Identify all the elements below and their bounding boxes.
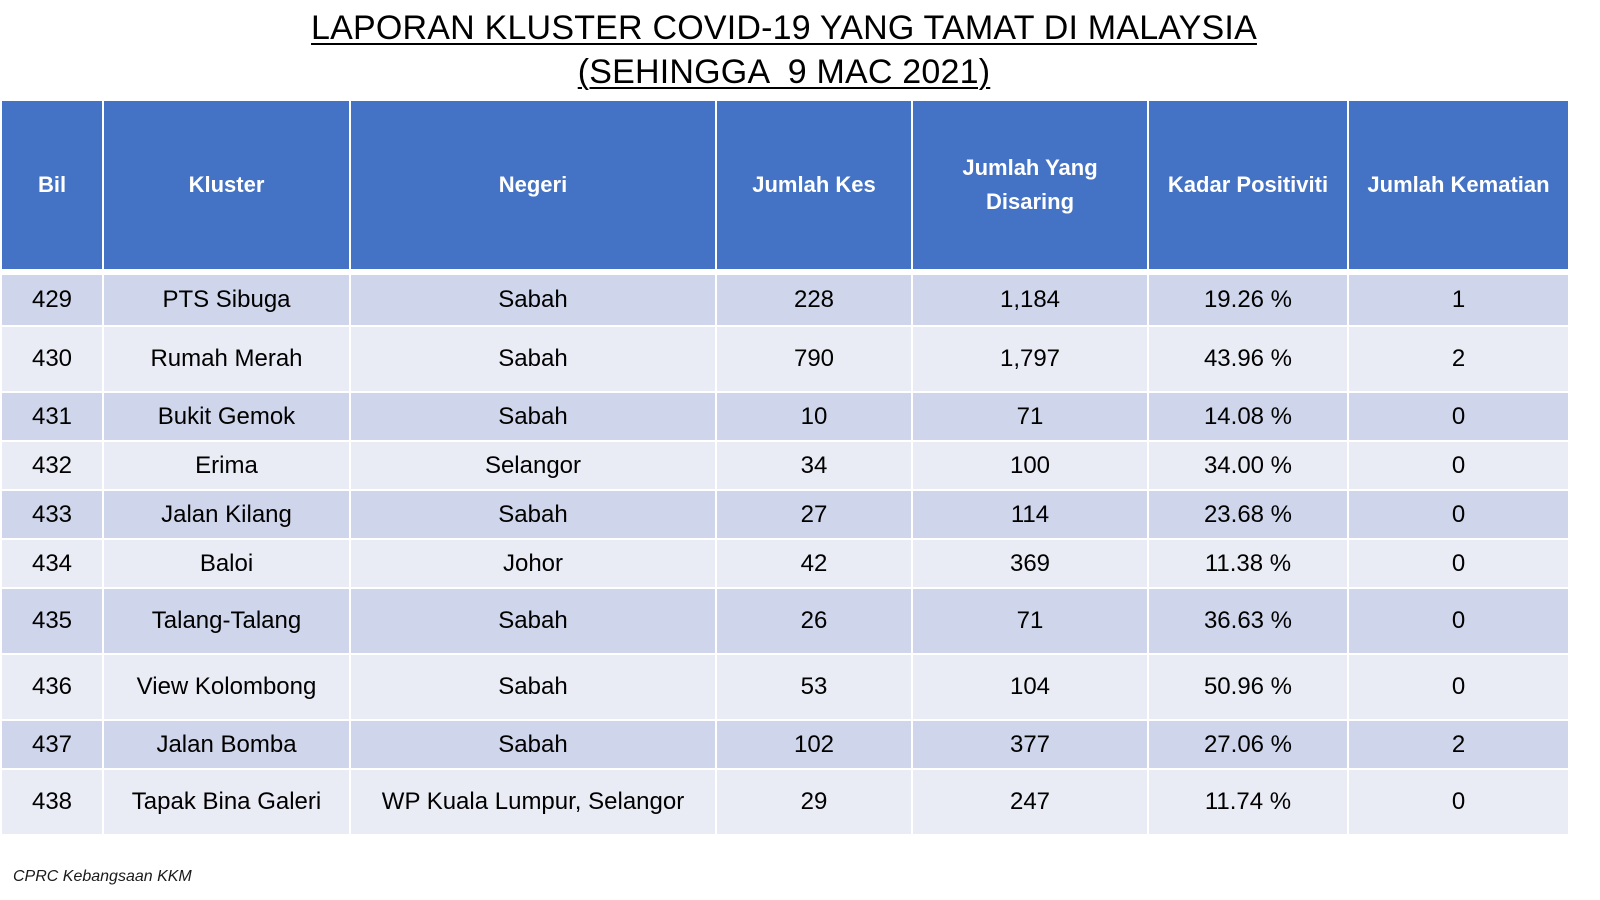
cell-jumlah-kematian: 0: [1349, 768, 1568, 834]
column-header-jumlah-kes: Jumlah Kes: [717, 101, 911, 273]
cell-negeri: Sabah: [351, 587, 715, 653]
cell-bil: 438: [2, 768, 102, 834]
cell-bil: 433: [2, 489, 102, 538]
cell-bil: 429: [2, 273, 102, 325]
cell-kadar-positiviti: 19.26 %: [1149, 273, 1347, 325]
cell-bil: 437: [2, 719, 102, 768]
title-line-1: LAPORAN KLUSTER COVID-19 YANG TAMAT DI M…: [311, 9, 1257, 47]
table-row: 430 Rumah Merah Sabah 790 1,797 43.96 % 2: [2, 325, 1568, 391]
table-row: 437 Jalan Bomba Sabah 102 377 27.06 % 2: [2, 719, 1568, 768]
cell-kadar-positiviti: 14.08 %: [1149, 391, 1347, 440]
cell-jumlah-kematian: 1: [1349, 273, 1568, 325]
cell-jumlah-disaring: 114: [913, 489, 1147, 538]
cell-jumlah-disaring: 71: [913, 587, 1147, 653]
cell-jumlah-kematian: 0: [1349, 653, 1568, 719]
cell-kadar-positiviti: 27.06 %: [1149, 719, 1347, 768]
cell-kluster: Erima: [104, 440, 349, 489]
cell-jumlah-kes: 27: [717, 489, 911, 538]
cell-jumlah-kes: 102: [717, 719, 911, 768]
column-header-jumlah-kematian: Jumlah Kematian: [1349, 101, 1568, 273]
column-header-jumlah-disaring: Jumlah Yang Disaring: [913, 101, 1147, 273]
cell-jumlah-kematian: 2: [1349, 719, 1568, 768]
cell-jumlah-kematian: 0: [1349, 391, 1568, 440]
cell-kadar-positiviti: 50.96 %: [1149, 653, 1347, 719]
cell-negeri: Sabah: [351, 325, 715, 391]
cell-jumlah-disaring: 369: [913, 538, 1147, 587]
cell-kadar-positiviti: 43.96 %: [1149, 325, 1347, 391]
cluster-table: Bil Kluster Negeri Jumlah Kes Jumlah Yan…: [0, 101, 1570, 834]
cell-kluster: Tapak Bina Galeri: [104, 768, 349, 834]
cell-negeri: Sabah: [351, 653, 715, 719]
source-footer: CPRC Kebangsaan KKM: [13, 868, 192, 885]
cell-kluster: Rumah Merah: [104, 325, 349, 391]
table-row: 429 PTS Sibuga Sabah 228 1,184 19.26 % 1: [2, 273, 1568, 325]
cell-jumlah-kes: 29: [717, 768, 911, 834]
cell-jumlah-kes: 228: [717, 273, 911, 325]
table-row: 434 Baloi Johor 42 369 11.38 % 0: [2, 538, 1568, 587]
cell-jumlah-kematian: 0: [1349, 489, 1568, 538]
cell-jumlah-disaring: 104: [913, 653, 1147, 719]
table-row: 431 Bukit Gemok Sabah 10 71 14.08 % 0: [2, 391, 1568, 440]
cell-kadar-positiviti: 11.38 %: [1149, 538, 1347, 587]
cell-jumlah-kes: 34: [717, 440, 911, 489]
cell-jumlah-disaring: 247: [913, 768, 1147, 834]
cell-jumlah-disaring: 100: [913, 440, 1147, 489]
cell-negeri: Sabah: [351, 719, 715, 768]
cell-negeri: Sabah: [351, 489, 715, 538]
cell-jumlah-kes: 790: [717, 325, 911, 391]
cell-kadar-positiviti: 34.00 %: [1149, 440, 1347, 489]
cell-jumlah-kematian: 0: [1349, 587, 1568, 653]
table-row: 433 Jalan Kilang Sabah 27 114 23.68 % 0: [2, 489, 1568, 538]
cell-jumlah-kematian: 0: [1349, 440, 1568, 489]
cell-bil: 432: [2, 440, 102, 489]
cell-negeri: Sabah: [351, 391, 715, 440]
cell-bil: 431: [2, 391, 102, 440]
title-line-2: (SEHINGGA 9 MAC 2021): [577, 53, 991, 91]
column-header-kluster: Kluster: [104, 101, 349, 273]
cell-jumlah-disaring: 1,797: [913, 325, 1147, 391]
cell-jumlah-kes: 26: [717, 587, 911, 653]
cell-negeri: Johor: [351, 538, 715, 587]
report-title: LAPORAN KLUSTER COVID-19 YANG TAMAT DI M…: [0, 6, 1568, 94]
cell-jumlah-kematian: 0: [1349, 538, 1568, 587]
table-row: 438 Tapak Bina Galeri WP Kuala Lumpur, Sel…: [2, 768, 1568, 834]
cell-negeri: Sabah: [351, 273, 715, 325]
cell-jumlah-disaring: 1,184: [913, 273, 1147, 325]
cell-bil: 436: [2, 653, 102, 719]
table-body: 429 PTS Sibuga Sabah 228 1,184 19.26 % 1 430 Rum…: [2, 273, 1568, 834]
cell-kadar-positiviti: 36.63 %: [1149, 587, 1347, 653]
column-header-negeri: Negeri: [351, 101, 715, 273]
column-header-kadar-positiviti: Kadar Positiviti: [1149, 101, 1347, 273]
cell-negeri: WP Kuala Lumpur, Selangor: [351, 768, 715, 834]
cell-bil: 434: [2, 538, 102, 587]
cell-jumlah-disaring: 71: [913, 391, 1147, 440]
table-row: 435 Talang-Talang Sabah 26 71 36.63 % 0: [2, 587, 1568, 653]
cell-bil: 430: [2, 325, 102, 391]
column-header-bil: Bil: [2, 101, 102, 273]
cell-jumlah-disaring: 377: [913, 719, 1147, 768]
cell-kluster: Bukit Gemok: [104, 391, 349, 440]
cell-kluster: Jalan Kilang: [104, 489, 349, 538]
cell-kluster: View Kolombong: [104, 653, 349, 719]
table-row: 432 Erima Selangor 34 100 34.00 % 0: [2, 440, 1568, 489]
header-row: Bil Kluster Negeri Jumlah Kes Jumlah Yan…: [2, 101, 1568, 273]
table-row: 436 View Kolombong Sabah 53 104 50.96 % 0: [2, 653, 1568, 719]
cell-bil: 435: [2, 587, 102, 653]
cell-jumlah-kes: 42: [717, 538, 911, 587]
cell-kluster: PTS Sibuga: [104, 273, 349, 325]
cell-jumlah-kematian: 2: [1349, 325, 1568, 391]
cell-kluster: Talang-Talang: [104, 587, 349, 653]
cell-jumlah-kes: 10: [717, 391, 911, 440]
cell-negeri: Selangor: [351, 440, 715, 489]
table-header: Bil Kluster Negeri Jumlah Kes Jumlah Yan…: [2, 101, 1568, 273]
cell-kluster: Jalan Bomba: [104, 719, 349, 768]
cell-kadar-positiviti: 11.74 %: [1149, 768, 1347, 834]
cell-kadar-positiviti: 23.68 %: [1149, 489, 1347, 538]
cell-jumlah-kes: 53: [717, 653, 911, 719]
cell-kluster: Baloi: [104, 538, 349, 587]
